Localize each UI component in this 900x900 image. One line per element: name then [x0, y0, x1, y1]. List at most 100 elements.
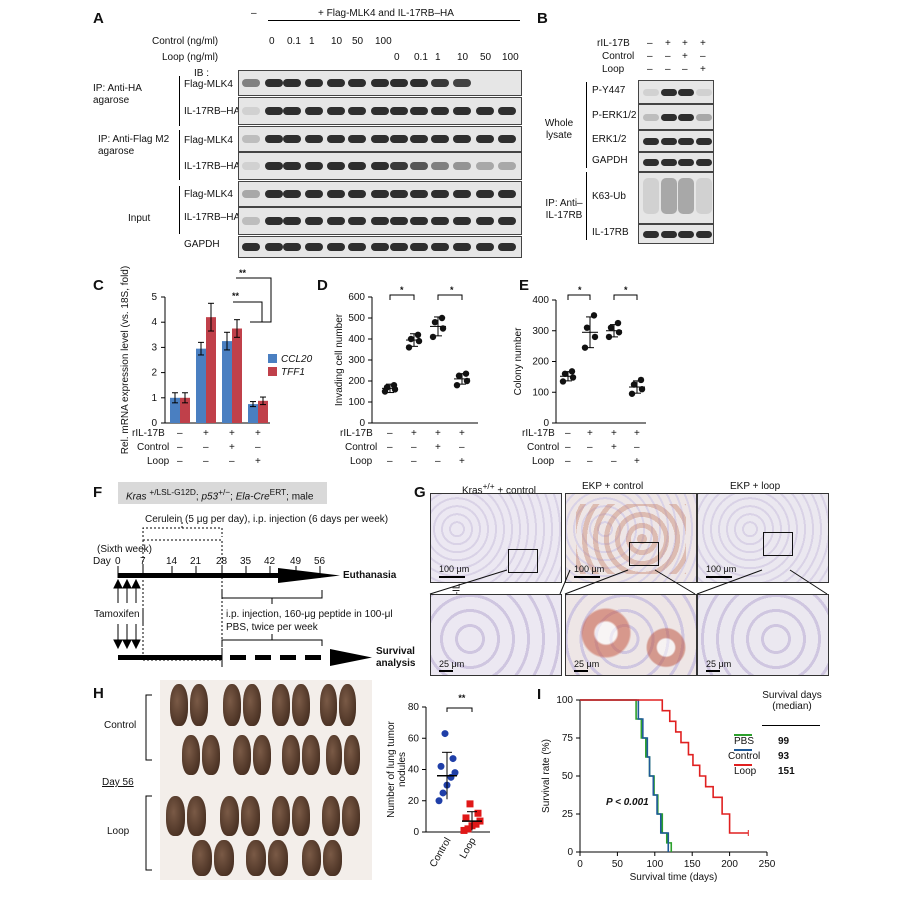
c-y-tick-label: 0	[151, 418, 157, 429]
i-p-value: P < 0.001	[606, 797, 649, 808]
c-cond-sign: –	[255, 442, 261, 453]
i-legend-swatch	[734, 749, 752, 751]
a-band	[327, 190, 345, 198]
a-blot-strip	[238, 126, 522, 152]
e-cond-sign: –	[565, 442, 571, 453]
a-band	[327, 217, 345, 225]
h-control-label: Control	[104, 720, 137, 731]
d-point	[415, 337, 423, 345]
c-cond-sign: +	[229, 442, 235, 453]
a-loop-label: Loop (ng/ml)	[162, 52, 219, 63]
b-band	[643, 230, 659, 238]
b-blot-strip	[638, 172, 714, 224]
b-cond-sign: –	[665, 64, 671, 75]
e-sig-0: *	[578, 285, 582, 295]
a-band	[242, 135, 260, 143]
h-lung-right	[339, 684, 356, 726]
d-sig-0: *	[400, 285, 404, 295]
c-legend-label: TFF1	[281, 367, 305, 378]
b-blot-strip	[638, 152, 714, 172]
f-survival: Survival analysis	[376, 646, 416, 669]
i-series-line	[580, 699, 670, 852]
h-point	[472, 820, 480, 828]
e-point	[591, 333, 599, 341]
b-ip-label: IP: Anti–IL-17RB	[545, 198, 583, 221]
b-row-label: K63-Ub	[592, 191, 626, 202]
c-legend-swatch	[268, 367, 277, 376]
h-y-tick-label: 80	[408, 702, 420, 713]
c-y-tick-label: 1	[151, 393, 157, 404]
c-ylabel: Rel. mRNA expression level (vs. 18S, fol…	[120, 266, 131, 454]
panel-label-b: B	[537, 10, 548, 27]
b-row-label: P-Y447	[592, 85, 626, 96]
a-band	[476, 190, 494, 198]
f-sixth-week: (Sixth week)	[97, 544, 153, 555]
b-blot-strip	[638, 130, 714, 152]
a-control-dose: 10	[331, 36, 343, 47]
a-band	[242, 79, 260, 87]
d-point	[383, 384, 391, 391]
d-point	[453, 382, 461, 389]
e-y-tick-label: 400	[532, 295, 549, 306]
e-cond-name: Loop	[532, 456, 555, 467]
a-band	[498, 107, 516, 115]
a-band	[305, 243, 323, 251]
a-band	[453, 243, 471, 251]
h-lung-left	[223, 684, 241, 726]
h-ylabel: nodules	[397, 752, 408, 787]
f-cerulein: Cerulein (5 μg per day), i.p. injection …	[145, 514, 389, 525]
c-cond-sign: +	[255, 456, 261, 467]
h-sig: **	[458, 693, 466, 703]
b-band	[661, 230, 677, 238]
e-sig-bracket	[567, 294, 591, 300]
d-cond-name: Control	[345, 442, 378, 453]
a-band	[371, 79, 389, 87]
f-genotype: Kras +/LSL-G12D; p53+/−; Ela-CreERT; mal…	[126, 487, 314, 503]
h-day-label: Day 56	[102, 777, 134, 788]
g-ihc-zoom: 25 μm	[430, 594, 562, 676]
a-band	[283, 243, 301, 251]
d-cond-sign: –	[387, 428, 393, 439]
h-point	[460, 826, 468, 834]
a-band	[476, 243, 494, 251]
a-band	[453, 217, 471, 225]
a-blot-strip	[238, 181, 522, 207]
e-point	[605, 333, 613, 341]
i-legend-value: 151	[778, 766, 795, 777]
a-band	[410, 79, 428, 87]
i-y-tick-label: 75	[562, 733, 574, 744]
a-group-label-2: Input	[128, 213, 151, 224]
c-cond-sign: +	[255, 428, 261, 439]
b-band	[678, 88, 694, 96]
e-point	[607, 324, 615, 331]
h-lung-left	[182, 735, 200, 775]
h-point	[439, 789, 447, 797]
h-y-tick-label: 60	[408, 733, 420, 744]
i-y-tick-label: 100	[556, 695, 573, 706]
d-cond-sign: –	[411, 442, 417, 453]
d-point	[407, 335, 415, 343]
d-point	[414, 331, 422, 338]
a-group-label-0: IP: Anti-HA agarose	[93, 83, 142, 106]
b-cond-sign: +	[700, 38, 706, 49]
g-column-1: EKP + control	[582, 481, 644, 492]
a-band	[431, 107, 449, 115]
a-band	[431, 162, 449, 170]
h-lung-left	[170, 684, 188, 726]
i-x-tick-label: 0	[577, 859, 583, 870]
d-cond-sign: –	[387, 442, 393, 453]
b-blot-strip	[638, 80, 714, 104]
i-x-tick-label: 50	[612, 859, 624, 870]
a-band	[453, 190, 471, 198]
h-point	[451, 769, 459, 777]
e-y-tick-label: 0	[543, 418, 549, 429]
c-bar	[206, 317, 216, 423]
g-ihc-overview: 100 μm	[565, 493, 697, 583]
c-legend-swatch	[268, 354, 277, 363]
c-bar	[170, 397, 180, 423]
e-point	[569, 374, 577, 381]
g-stain-zoom	[641, 625, 691, 670]
a-band	[305, 217, 323, 225]
h-lung-right	[302, 735, 320, 775]
